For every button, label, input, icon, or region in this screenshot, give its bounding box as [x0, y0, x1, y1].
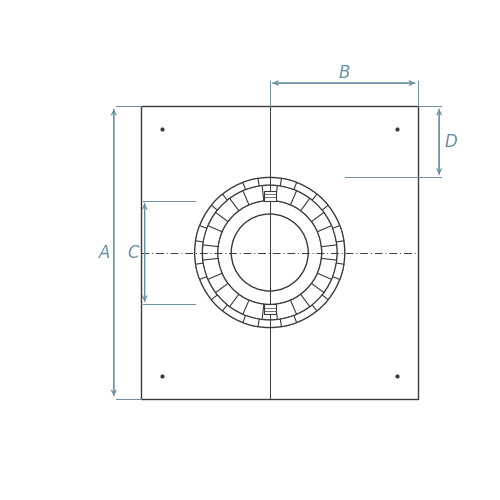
- Polygon shape: [280, 178, 296, 190]
- Bar: [264, 191, 276, 200]
- Polygon shape: [203, 258, 222, 280]
- Text: B: B: [338, 64, 349, 82]
- Polygon shape: [318, 226, 336, 246]
- Polygon shape: [276, 300, 296, 320]
- Bar: [264, 304, 276, 314]
- Text: A: A: [98, 244, 110, 262]
- Polygon shape: [212, 194, 228, 210]
- Polygon shape: [300, 284, 324, 306]
- Polygon shape: [312, 194, 328, 210]
- Polygon shape: [203, 226, 222, 246]
- Bar: [141, 106, 418, 399]
- Polygon shape: [196, 226, 207, 242]
- Polygon shape: [216, 198, 239, 222]
- Polygon shape: [243, 186, 264, 205]
- Polygon shape: [300, 198, 324, 222]
- Polygon shape: [332, 226, 344, 242]
- Polygon shape: [276, 186, 296, 205]
- Polygon shape: [216, 284, 239, 306]
- Polygon shape: [196, 263, 207, 280]
- Polygon shape: [243, 300, 264, 320]
- Polygon shape: [243, 316, 259, 326]
- Polygon shape: [332, 263, 344, 280]
- Polygon shape: [318, 258, 336, 280]
- Polygon shape: [243, 178, 259, 190]
- Polygon shape: [212, 295, 228, 311]
- Polygon shape: [312, 295, 328, 311]
- Text: C: C: [127, 244, 139, 262]
- Polygon shape: [280, 316, 296, 326]
- Text: D: D: [444, 133, 457, 151]
